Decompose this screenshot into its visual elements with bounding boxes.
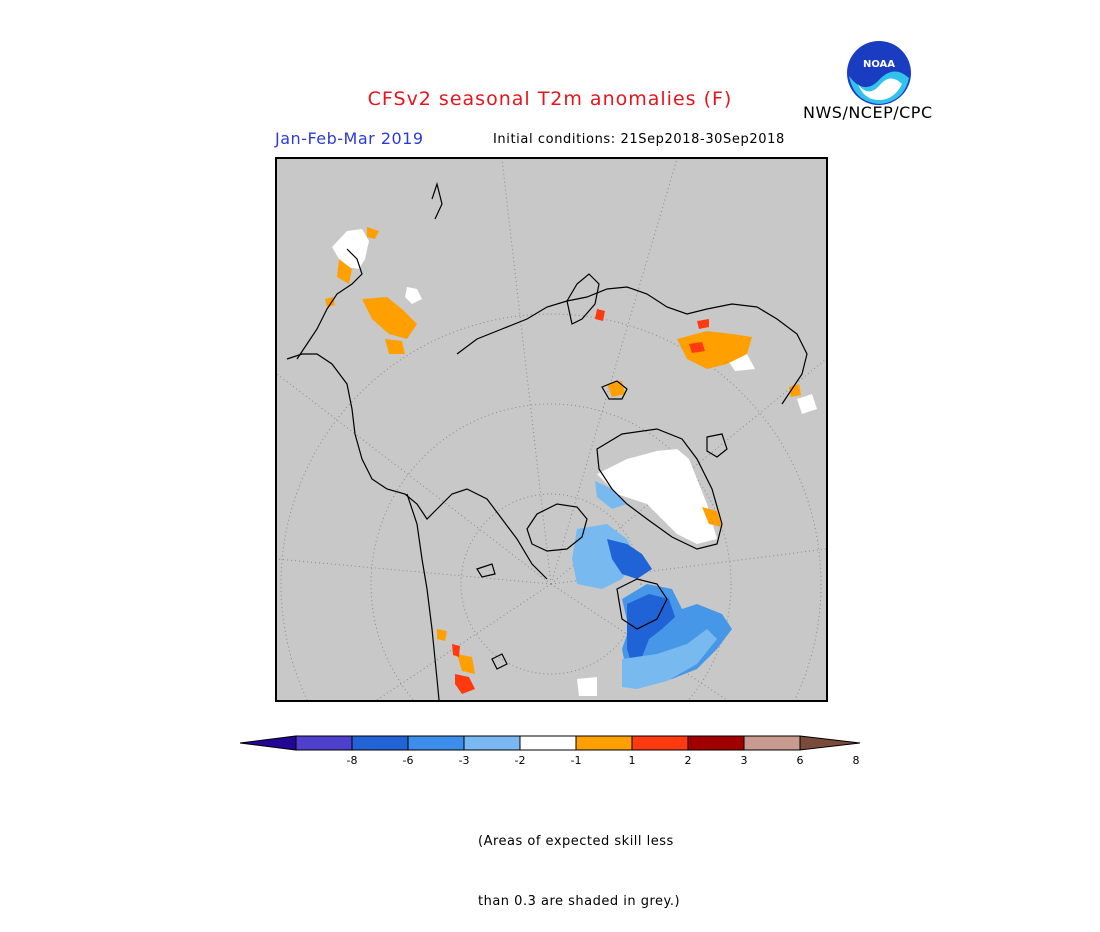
colorbar-tick-label: -2 [515, 754, 526, 767]
kamchatka-red [595, 309, 605, 321]
alaska-white-patch [577, 677, 597, 696]
asia-red-2 [697, 319, 709, 329]
colorbar-swatch [351, 735, 409, 751]
hudson-bay [616, 578, 668, 630]
graticule [277, 159, 826, 700]
negative-anomaly-regions [572, 481, 732, 689]
noaa-logo-text: NOAA [863, 59, 895, 70]
pacific-red-small [452, 644, 460, 657]
pacific-orange-1 [437, 629, 447, 641]
bering-white [797, 394, 817, 414]
map-title: CFSv2 seasonal T2m anomalies (F) [367, 88, 733, 110]
colorbar-swatch [631, 735, 689, 751]
greenland-white [597, 449, 717, 544]
greenland-east-orange [702, 507, 722, 527]
colorbar-swatch [687, 735, 745, 751]
skill-note-line-2: than 0.3 are shaded in grey.) [478, 894, 681, 909]
russia-orange-small [385, 339, 405, 354]
asia-orange [677, 331, 752, 369]
colorbar-tick-label: -6 [403, 754, 414, 767]
greenland-coast [596, 428, 723, 550]
hudson-region-dark-blue [627, 594, 675, 669]
colorbar-tick-label: 6 [797, 754, 804, 767]
south-canada-light-blue [622, 629, 717, 689]
noaa-logo: NOAA [846, 40, 912, 106]
iceland [706, 433, 728, 458]
greenland-edge-light-blue [595, 481, 627, 509]
north-america-coast [286, 353, 548, 580]
novaya-zemlya [566, 273, 600, 325]
scandinavia-white-small [405, 287, 422, 304]
colorbar-min-arrow [239, 735, 297, 751]
alaska-coast [406, 493, 440, 700]
mongolia-orange [789, 384, 801, 397]
arctic-archipelago-light-blue [572, 524, 637, 589]
coastlines [286, 181, 808, 700]
eurasia-coast [456, 286, 808, 405]
agency-label: NWS/NCEP/CPC [803, 103, 933, 122]
near-zero-regions [332, 229, 817, 696]
europe-coast [296, 248, 363, 360]
colorbar-tick-label: -3 [459, 754, 470, 767]
colorbar-tick-label: 8 [853, 754, 860, 767]
scandinavia-orange-1 [337, 259, 352, 284]
pacific-orange-2 [457, 654, 475, 674]
colorbar-tick-label: 1 [629, 754, 636, 767]
scandinavia-white-top [332, 229, 369, 269]
colorbar-swatch [407, 735, 465, 751]
asia-orange-small [607, 381, 625, 397]
russia-orange [362, 297, 417, 339]
svalbard [601, 380, 628, 400]
colorbar-swatch [519, 735, 577, 751]
initial-conditions-label: Initial conditions: 21Sep2018-30Sep2018 [493, 132, 785, 147]
colorbar-tick-label: -1 [571, 754, 582, 767]
colorbar-swatch [295, 735, 353, 751]
aleutians [476, 563, 508, 670]
scandinavia-orange-2 [367, 227, 379, 239]
colorbar-max-arrow [799, 735, 861, 751]
colorbar-tick-label: 2 [685, 754, 692, 767]
polar-map [275, 157, 828, 702]
positive-anomaly-regions [325, 227, 801, 694]
colorbar-tick-label: -8 [347, 754, 358, 767]
season-label: Jan-Feb-Mar 2019 [275, 129, 424, 148]
colorbar-swatch [463, 735, 521, 751]
scandinavia-coast [431, 181, 443, 220]
colorbar-tick-label: 3 [741, 754, 748, 767]
colorbar-swatch [575, 735, 633, 751]
colorbar-legend: -8 -6 -3 -2 -1 1 2 3 6 8 [239, 734, 870, 778]
asia-red [689, 342, 705, 353]
canada-archipelago [526, 503, 588, 552]
europe-orange-dot [325, 297, 335, 307]
skill-note: (Areas of expected skill less than 0.3 a… [478, 792, 680, 932]
north-canada-dark-blue [607, 539, 652, 579]
skill-note-line-1: (Areas of expected skill less [478, 834, 674, 849]
colorbar-swatch [743, 735, 801, 751]
pacific-red [455, 674, 475, 694]
